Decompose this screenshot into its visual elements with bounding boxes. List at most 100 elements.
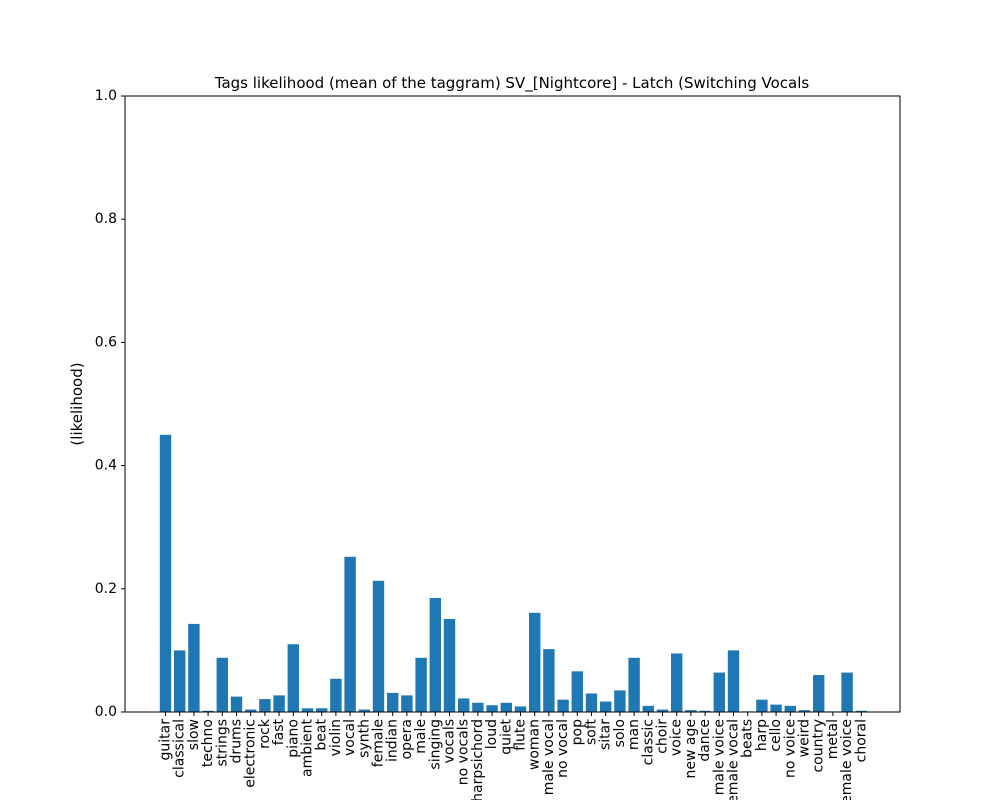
bar-no-vocals: [458, 698, 470, 712]
bar-loud: [486, 705, 498, 712]
bar-beat: [316, 708, 328, 712]
x-tick-label: vocal: [342, 719, 358, 756]
bar-female-vocal: [727, 650, 740, 712]
x-tick-label: weird: [797, 719, 813, 757]
bar-classical: [174, 650, 186, 712]
x-tick-label: strings: [214, 719, 230, 766]
x-tick-label: metal: [825, 719, 841, 759]
x-tick-label: pop: [569, 719, 585, 745]
x-tick-label: vocals: [442, 719, 458, 763]
x-tick-label: classical: [172, 719, 188, 778]
x-tick-label: choral: [853, 719, 869, 762]
bar-electronic: [245, 709, 257, 712]
x-tick-label: male voice: [711, 719, 727, 795]
x-tick-label: male vocal: [541, 719, 557, 795]
y-tick-label: 0.8: [95, 211, 117, 227]
bar-flute: [514, 706, 527, 712]
x-tick-label: no vocal: [555, 719, 571, 778]
x-tick-label: choir: [655, 719, 671, 754]
x-tick-label: female: [371, 719, 387, 767]
bar-techno: [202, 710, 214, 712]
bar-female-voice: [841, 672, 853, 712]
x-tick-label: soft: [584, 718, 600, 745]
x-axis-ticks: guitarclassicalslowtechnostringsdrumsele…: [158, 712, 869, 800]
plot-frame: [124, 95, 901, 713]
bar-opera: [401, 695, 413, 712]
bar-choir: [656, 709, 669, 712]
bar-ambient: [301, 708, 314, 712]
y-tick-label: 1.0: [95, 88, 117, 104]
y-tick-label: 0.2: [95, 581, 117, 597]
bar-indian: [387, 692, 399, 712]
bar-voice: [671, 653, 683, 712]
bars-group: [159, 434, 867, 712]
bar-vocals: [443, 618, 456, 712]
bar-pop: [571, 671, 583, 712]
x-tick-label: dance: [697, 719, 713, 762]
bar-choral: [855, 710, 867, 712]
x-tick-label: rock: [257, 718, 273, 749]
bar-cello: [770, 704, 782, 712]
x-tick-label: male: [413, 719, 429, 754]
bar-classic: [642, 705, 654, 712]
x-tick-label: slow: [186, 719, 202, 750]
bar-quiet: [500, 702, 512, 712]
bar-new-age: [685, 710, 697, 712]
bar-guitar: [159, 434, 172, 712]
x-tick-label: quiet: [498, 719, 514, 755]
bar-violin: [330, 678, 342, 712]
x-tick-label: guitar: [158, 719, 174, 761]
bar-country: [813, 675, 825, 712]
x-tick-label: new age: [683, 719, 699, 778]
x-tick-label: no voice: [782, 719, 798, 778]
x-tick-label: indian: [385, 719, 401, 762]
x-tick-label: harpsichord: [470, 719, 486, 800]
chart-title: Tags likelihood (mean of the taggram) SV…: [214, 74, 810, 93]
bar-female: [372, 580, 385, 712]
x-tick-label: cello: [768, 719, 784, 752]
bar-synth: [358, 709, 370, 712]
bar-solo: [614, 690, 626, 712]
y-tick-label: 0.6: [95, 334, 117, 350]
bar-sitar: [600, 701, 612, 712]
bar-harp: [756, 699, 768, 712]
x-tick-label: sitar: [598, 719, 614, 750]
bar-no-voice: [784, 705, 796, 712]
x-tick-label: classic: [640, 719, 656, 765]
x-tick-label: piano: [285, 719, 301, 758]
y-axis-label: (likelihood): [68, 362, 86, 445]
x-tick-label: electronic: [243, 719, 259, 788]
x-tick-label: man: [626, 719, 642, 750]
x-tick-label: female voice: [839, 719, 855, 800]
bar-strings: [216, 657, 228, 712]
bar-woman: [529, 612, 541, 712]
bar-rock: [259, 699, 271, 712]
x-tick-label: beat: [314, 718, 330, 750]
bar-piano: [287, 644, 299, 712]
x-tick-label: voice: [669, 719, 685, 756]
bar-harpsichord: [472, 702, 484, 712]
x-tick-label: harp: [754, 719, 770, 751]
x-tick-label: no vocals: [456, 719, 472, 785]
bar-drums: [230, 696, 243, 712]
x-tick-label: country: [811, 719, 827, 773]
bar-male-voice: [713, 672, 725, 712]
bar-weird: [798, 710, 811, 712]
bar-dance: [699, 710, 711, 712]
x-tick-label: solo: [612, 719, 628, 747]
bar-singing: [429, 598, 441, 712]
bar-fast: [273, 695, 285, 712]
bar-soft: [585, 693, 598, 712]
x-tick-label: ambient: [300, 718, 316, 776]
y-axis-ticks: 0.0 0.2 0.4 0.6 0.8 1.0: [95, 88, 125, 720]
x-tick-label: beats: [740, 719, 756, 758]
bar-slow: [188, 623, 200, 712]
x-tick-label: opera: [399, 719, 415, 759]
x-tick-label: violin: [328, 719, 344, 756]
bar-male-vocal: [543, 649, 555, 712]
x-tick-label: woman: [527, 719, 543, 770]
x-tick-label: fast: [271, 718, 287, 745]
bar-man: [628, 657, 640, 712]
x-tick-label: drums: [229, 719, 245, 763]
